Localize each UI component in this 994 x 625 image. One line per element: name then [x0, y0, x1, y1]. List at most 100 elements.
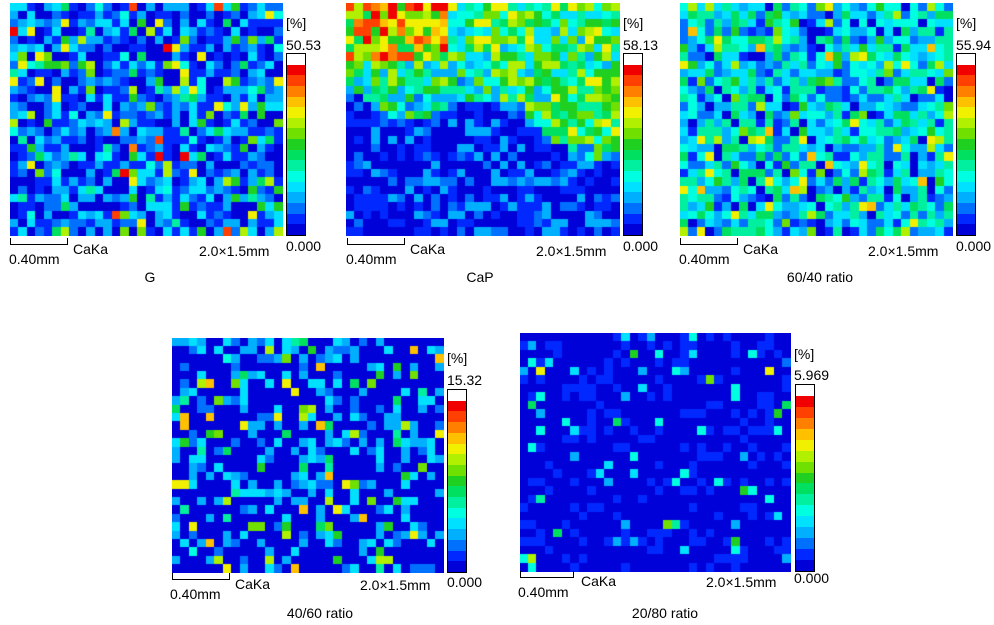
colorbar-step: [796, 549, 814, 560]
colorbar: [286, 53, 306, 236]
max-label: 55.94: [956, 37, 992, 53]
colorbar-step: [624, 171, 642, 182]
colorbar-step: [448, 550, 466, 562]
unit-label: [%]: [286, 15, 307, 31]
colorbar-step: [624, 117, 642, 129]
colorbar-step: [448, 390, 466, 401]
colorbar-step: [796, 450, 814, 462]
field-size-label: 2.0×1.5mm: [706, 574, 777, 590]
colorbar: [956, 53, 976, 236]
colorbar-step: [287, 85, 305, 97]
scale-bar: [172, 573, 230, 580]
colorbar-step: [796, 516, 814, 528]
colorbar-step: [448, 454, 466, 465]
caption: 60/40 ratio: [786, 269, 854, 285]
colorbar-step: [287, 96, 305, 108]
colorbar-step: [448, 400, 466, 412]
colorbar-step: [957, 213, 975, 225]
colorbar-step: [796, 385, 814, 396]
colorbar-step: [957, 149, 975, 161]
element-label: CaKa: [581, 573, 617, 589]
unit-label: [%]: [794, 346, 815, 362]
colorbar-step: [448, 518, 466, 530]
colorbar-step: [624, 128, 642, 140]
colorbar-step: [957, 139, 975, 150]
colorbar-step: [448, 529, 466, 540]
colorbar-step: [624, 64, 642, 76]
colorbar-step: [957, 224, 975, 235]
element-label: CaKa: [410, 241, 446, 257]
colorbar-step: [957, 117, 975, 129]
field-size-label: 2.0×1.5mm: [868, 243, 939, 259]
colorbar-step: [624, 96, 642, 108]
colorbar-step: [957, 171, 975, 182]
colorbar-step: [287, 160, 305, 172]
colorbar-step: [448, 432, 466, 444]
field-size-label: 2.0×1.5mm: [536, 243, 607, 259]
colorbar-step: [287, 107, 305, 118]
colorbar-step: [624, 192, 642, 203]
colorbar-step: [796, 483, 814, 495]
min-label: 0.000: [623, 238, 659, 254]
colorbar-step: [448, 486, 466, 498]
colorbar-step: [957, 192, 975, 203]
colorbar-step: [448, 464, 466, 476]
heatmap-40-60: [172, 338, 444, 573]
colorbar-step: [957, 181, 975, 193]
colorbar-step: [796, 406, 814, 418]
colorbar-step: [796, 527, 814, 539]
colorbar-step: [624, 202, 642, 214]
colorbar-step: [448, 561, 466, 572]
colorbar-step: [287, 192, 305, 203]
heatmap-20-80: [520, 333, 791, 572]
scale-bar: [520, 571, 574, 578]
min-label: 0.000: [447, 574, 483, 590]
unit-label: [%]: [956, 15, 977, 31]
colorbar-step: [287, 224, 305, 235]
colorbar-step: [287, 213, 305, 225]
colorbar-step: [624, 75, 642, 86]
colorbar-step: [448, 443, 466, 455]
min-label: 0.000: [794, 570, 830, 586]
colorbar-step: [796, 560, 814, 571]
colorbar: [795, 384, 815, 572]
colorbar-step: [448, 422, 466, 433]
unit-label: [%]: [447, 350, 468, 366]
colorbar-step: [796, 505, 814, 517]
scale-bar: [10, 238, 68, 245]
scale-bar-label: 0.40mm: [346, 251, 397, 267]
max-label: 5.969: [794, 367, 830, 383]
colorbar-step: [287, 149, 305, 161]
element-label: CaKa: [235, 576, 271, 592]
element-label: CaKa: [743, 241, 779, 257]
colorbar-step: [957, 202, 975, 214]
colorbar-step: [287, 117, 305, 129]
colorbar-step: [448, 507, 466, 519]
colorbar-step: [957, 128, 975, 140]
max-label: 58.13: [623, 37, 659, 53]
colorbar: [447, 389, 467, 573]
colorbar-step: [796, 417, 814, 429]
min-label: 0.000: [286, 238, 322, 254]
colorbar-step: [287, 181, 305, 193]
colorbar-step: [448, 411, 466, 423]
colorbar-step: [957, 64, 975, 76]
colorbar-step: [287, 139, 305, 150]
heatmap-cap: [346, 3, 620, 236]
scale-bar-label: 0.40mm: [518, 584, 569, 600]
colorbar-step: [957, 107, 975, 118]
colorbar-step: [624, 181, 642, 193]
colorbar-step: [287, 64, 305, 76]
max-label: 50.53: [286, 37, 322, 53]
colorbar-step: [287, 54, 305, 65]
min-label: 0.000: [956, 238, 992, 254]
colorbar-step: [957, 96, 975, 108]
colorbar-step: [624, 160, 642, 172]
colorbar-step: [448, 475, 466, 487]
scale-bar-label: 0.40mm: [9, 251, 60, 267]
field-size-label: 2.0×1.5mm: [199, 243, 270, 259]
caption: 20/80 ratio: [631, 605, 699, 621]
colorbar-step: [624, 54, 642, 65]
field-size-label: 2.0×1.5mm: [360, 577, 431, 593]
colorbar-step: [796, 538, 814, 550]
